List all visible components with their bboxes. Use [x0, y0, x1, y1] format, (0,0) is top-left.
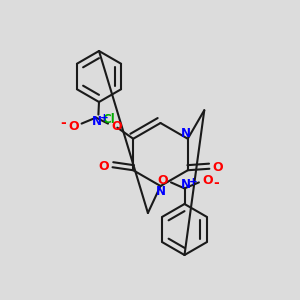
Text: Cl: Cl	[103, 113, 116, 126]
Text: +: +	[100, 113, 109, 123]
Text: O: O	[157, 173, 168, 187]
Text: N: N	[180, 127, 190, 140]
Text: O: O	[99, 160, 110, 173]
Text: +: +	[188, 177, 197, 187]
Text: O: O	[68, 119, 79, 133]
Text: O: O	[111, 119, 122, 133]
Text: N: N	[155, 185, 166, 198]
Text: O: O	[202, 173, 213, 187]
Text: O: O	[212, 161, 223, 174]
Text: -: -	[60, 116, 66, 130]
Text: -: -	[213, 176, 219, 190]
Text: N: N	[181, 178, 191, 191]
Text: N: N	[92, 115, 102, 128]
